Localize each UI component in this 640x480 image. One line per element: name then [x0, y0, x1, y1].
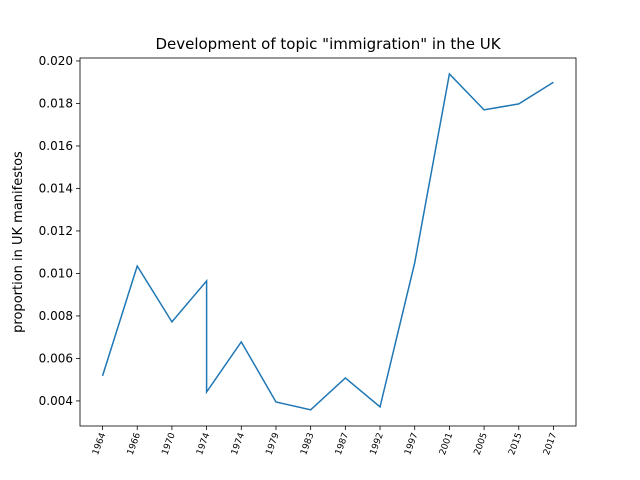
- y-tick-label: 0.010: [39, 266, 73, 280]
- x-tick-label: 1974: [230, 431, 247, 456]
- x-tick-label: 1979: [265, 431, 282, 456]
- plot-frame: [79, 57, 577, 427]
- y-tick-label: 0.014: [39, 181, 73, 195]
- x-tick-label: 2001: [438, 432, 455, 457]
- y-tick-label: 0.018: [39, 96, 73, 110]
- y-tick-label: 0.016: [39, 139, 73, 153]
- y-tick-label: 0.006: [39, 351, 73, 365]
- x-tick-label: 2017: [542, 432, 559, 457]
- y-tick-label: 0.012: [39, 224, 73, 238]
- x-tick-label: 1983: [299, 432, 316, 457]
- y-axis-label: proportion in UK manifestos: [11, 151, 26, 333]
- x-tick-label: 1964: [91, 431, 108, 456]
- data-line: [101, 72, 554, 411]
- x-tick-label: 1970: [161, 431, 178, 456]
- x-tick-label: 1974: [195, 431, 212, 456]
- chart-title: Development of topic "immigration" in th…: [155, 35, 501, 53]
- y-tick-label: 0.020: [39, 54, 73, 68]
- x-tick-label: 2015: [507, 432, 524, 457]
- y-tick-label: 0.008: [39, 309, 73, 323]
- x-tick-label: 2005: [473, 432, 490, 457]
- x-tick-label: 1992: [369, 432, 386, 457]
- x-tick-label: 1987: [334, 432, 351, 457]
- y-tick-label: 0.004: [39, 394, 73, 408]
- x-tick-label: 1966: [126, 431, 143, 456]
- x-tick-label: 1997: [403, 432, 420, 457]
